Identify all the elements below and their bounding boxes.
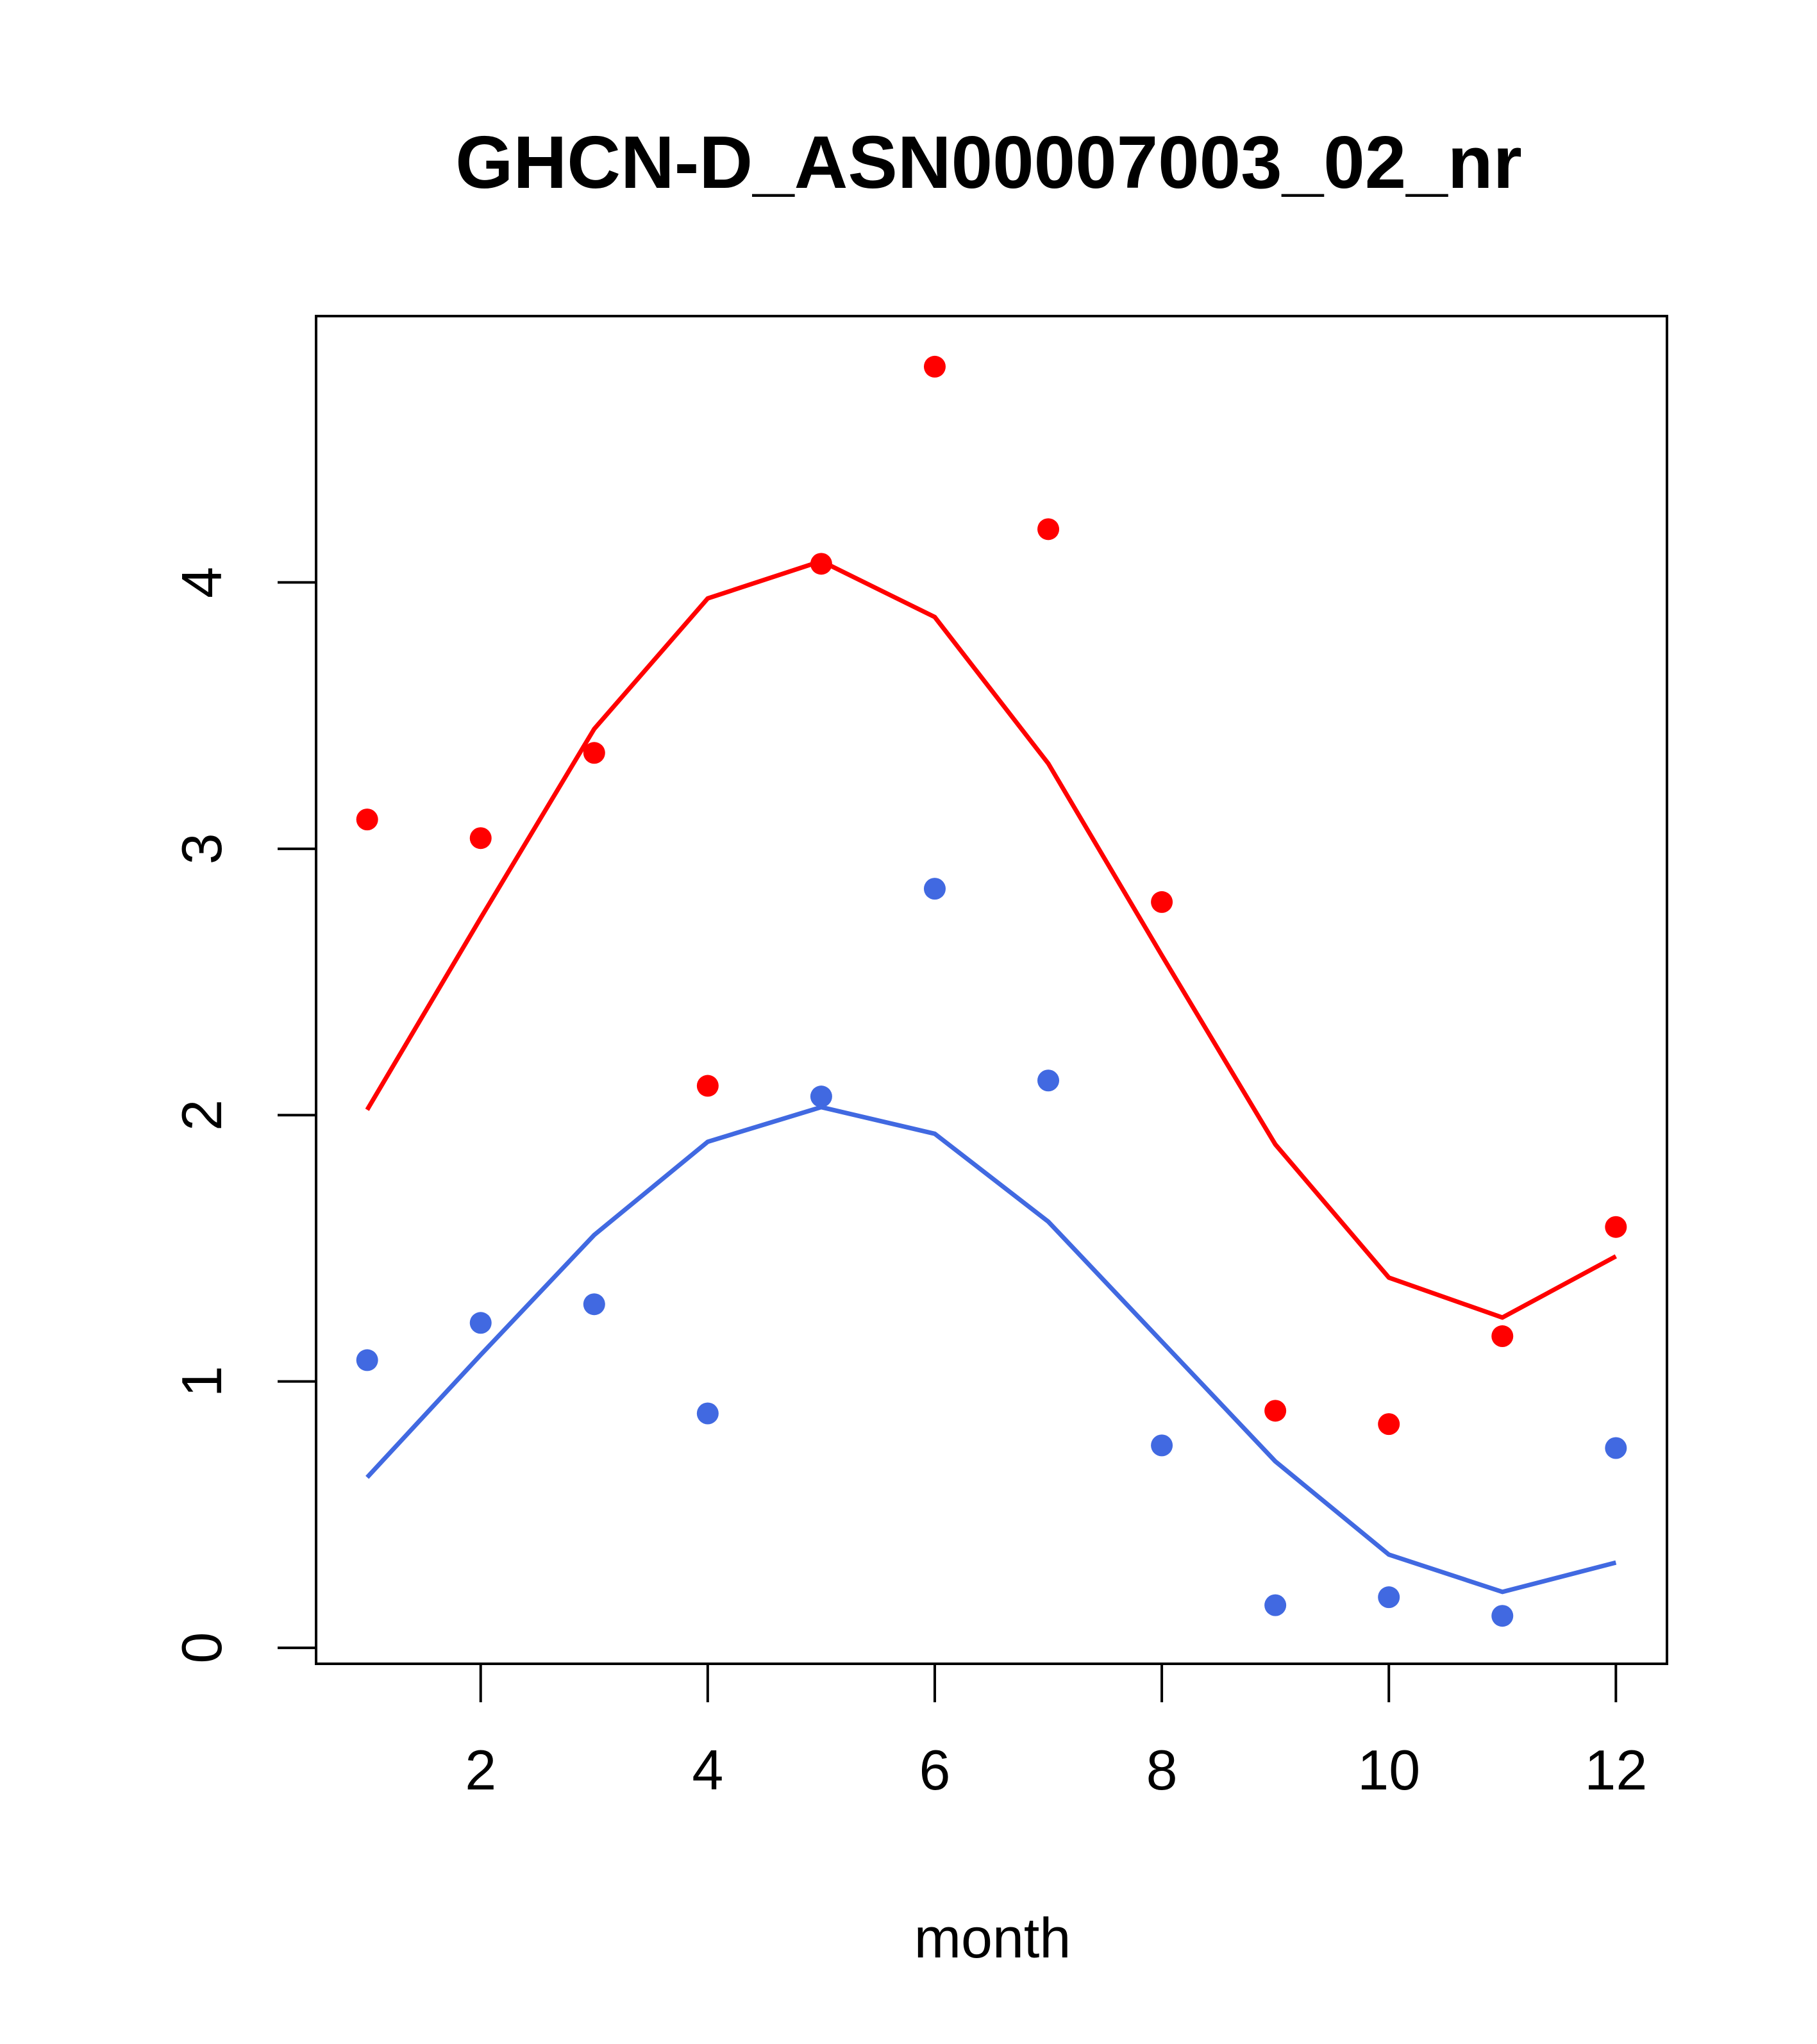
y-tick-label: 1 xyxy=(170,1366,233,1397)
data-point xyxy=(1378,1586,1400,1609)
x-tick-label: 12 xyxy=(1584,1738,1647,1802)
data-point xyxy=(356,1349,378,1371)
plot-frame xyxy=(315,315,1668,1665)
x-tick-label: 8 xyxy=(1146,1738,1178,1802)
y-tick-label: 3 xyxy=(170,833,233,864)
data-point xyxy=(1378,1413,1400,1436)
data-point xyxy=(1264,1400,1287,1422)
series-line-3 xyxy=(365,1105,1617,1595)
data-point xyxy=(1264,1594,1287,1616)
series-layer xyxy=(356,355,1627,1627)
data-point xyxy=(583,1293,605,1316)
data-point xyxy=(923,355,946,378)
data-point xyxy=(1151,891,1173,913)
data-point xyxy=(1605,1216,1627,1238)
data-point xyxy=(1491,1605,1514,1627)
y-axis: 0 1 2 3 4 xyxy=(170,567,317,1664)
x-tick-label: 10 xyxy=(1357,1738,1420,1802)
data-point xyxy=(1491,1325,1514,1348)
data-point xyxy=(810,553,832,575)
y-tick-label: 2 xyxy=(170,1100,233,1131)
y-tick-label: 0 xyxy=(170,1632,233,1664)
data-point xyxy=(469,827,492,850)
y-tick-label: 4 xyxy=(170,567,233,598)
data-point xyxy=(1037,1069,1060,1092)
data-point xyxy=(469,1312,492,1334)
data-point xyxy=(1151,1434,1173,1457)
data-point xyxy=(1037,518,1060,540)
data-point xyxy=(923,878,946,900)
data-point xyxy=(810,1085,832,1108)
data-point xyxy=(696,1075,719,1097)
x-tick-label: 2 xyxy=(465,1738,496,1802)
data-point xyxy=(356,808,378,831)
x-axis-label: month xyxy=(914,1906,1071,1970)
x-tick-label: 4 xyxy=(692,1738,723,1802)
chart-title: GHCN-D_ASN00007003_02_nr xyxy=(455,121,1522,204)
data-point xyxy=(583,742,605,764)
data-point xyxy=(696,1402,719,1425)
data-point xyxy=(1605,1437,1627,1459)
x-axis: 2 4 6 8 10 12 xyxy=(465,1663,1647,1802)
x-tick-label: 6 xyxy=(919,1738,950,1802)
series-line-1 xyxy=(365,558,1617,1320)
